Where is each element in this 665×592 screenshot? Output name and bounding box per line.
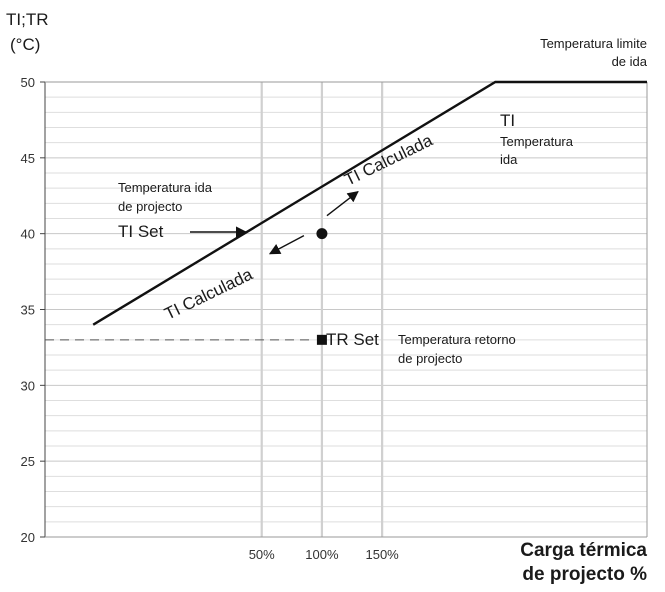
- y-tick-label: 40: [21, 227, 35, 242]
- annotations: [190, 192, 358, 254]
- tr-set-label: TR Set: [326, 330, 379, 349]
- ti-name-line1: Temperatura: [500, 134, 574, 149]
- y-axis-label-line2: (°C): [10, 35, 40, 54]
- y-tick-label: 25: [21, 454, 35, 469]
- x-axis-label-line2: de projecto %: [522, 564, 647, 585]
- y-axis-label-line1: TI;TR: [6, 10, 49, 29]
- ida-projecto-line2: de projecto: [118, 199, 182, 214]
- x-tick-label: 150%: [365, 547, 399, 562]
- x-tick-label: 50%: [249, 547, 275, 562]
- decrease-arrow: [270, 236, 304, 254]
- ti-name-line2: ida: [500, 152, 518, 167]
- y-tick-label: 35: [21, 303, 35, 318]
- x-tick-label: 100%: [305, 547, 339, 562]
- x-axis-label-line1: Carga térmica: [520, 540, 647, 561]
- y-tick-label: 30: [21, 378, 35, 393]
- y-tick-label: 20: [21, 530, 35, 545]
- grid: [45, 82, 647, 537]
- ti-symbol-label: TI: [500, 111, 515, 130]
- limit-label-line2: de ida: [612, 54, 648, 69]
- ti-calculada-upper-label: TI Calculada: [341, 130, 436, 189]
- retorno-line2: de projecto: [398, 351, 462, 366]
- y-tick-label: 50: [21, 75, 35, 90]
- retorno-line1: Temperatura retorno: [398, 332, 516, 347]
- ida-projecto-line1: Temperatura ida: [118, 180, 213, 195]
- ti-set-label: TI Set: [118, 222, 164, 241]
- ti-set-point: [316, 228, 327, 239]
- tick-labels: 20 25 30 35 40 45 50 50% 100% 150%: [21, 75, 400, 562]
- y-tick-label: 45: [21, 151, 35, 166]
- limit-label-line1: Temperatura limite: [540, 36, 647, 51]
